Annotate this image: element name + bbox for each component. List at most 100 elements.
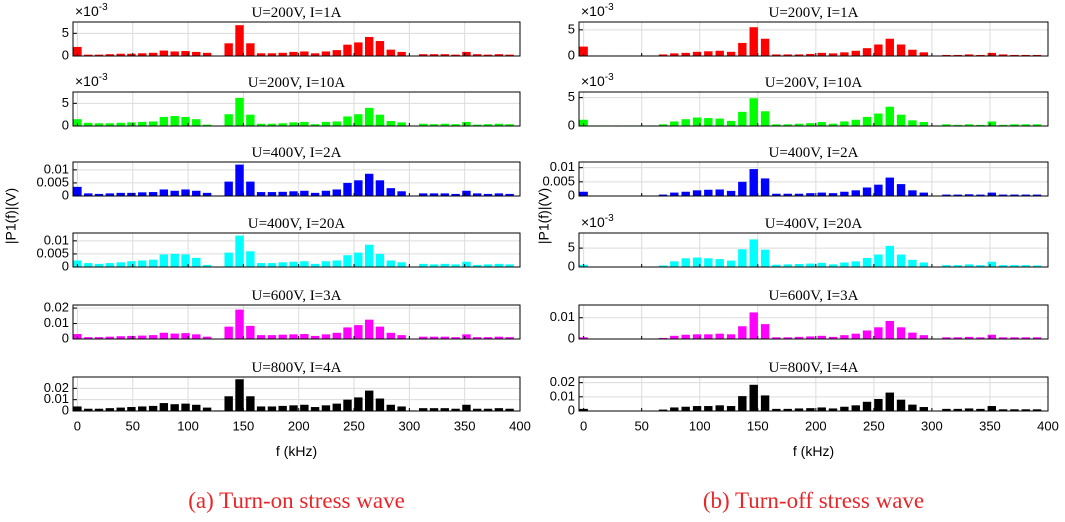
bar: [715, 50, 724, 56]
panel-title: U=200V, I=10A: [765, 75, 863, 91]
bar: [192, 404, 201, 411]
bar: [181, 403, 190, 411]
bar: [386, 188, 395, 196]
bar: [862, 116, 872, 126]
bar: [840, 121, 849, 126]
bar: [749, 239, 758, 267]
bar: [942, 408, 951, 411]
bar: [749, 312, 758, 339]
y-tick-label: 0: [62, 402, 69, 417]
bar: [235, 379, 244, 411]
bar: [343, 399, 352, 411]
bar: [692, 117, 702, 126]
bar: [462, 261, 471, 267]
bar: [181, 189, 190, 196]
bar: [840, 262, 849, 267]
bar: [332, 121, 341, 126]
bar: [181, 254, 190, 267]
multiplier-exponent: -3: [605, 2, 614, 13]
bar: [976, 408, 985, 411]
bar: [451, 337, 460, 339]
bar: [976, 337, 985, 339]
bar: [300, 404, 309, 411]
bar: [375, 41, 385, 56]
bar: [440, 123, 449, 126]
bar: [976, 124, 985, 126]
bar: [375, 398, 385, 411]
bar: [192, 334, 201, 339]
bar: [1032, 265, 1042, 267]
bar: [235, 309, 244, 339]
bar: [896, 114, 906, 126]
bar: [354, 252, 363, 267]
bar: [851, 190, 860, 196]
bar: [159, 116, 169, 126]
bar: [760, 249, 770, 267]
bar: [300, 261, 309, 267]
multiplier-exponent: -3: [99, 72, 108, 83]
bar: [874, 184, 883, 196]
bar: [246, 43, 255, 56]
bar: [364, 319, 374, 339]
x-axis-label: f (kHz): [793, 443, 834, 459]
bar: [397, 406, 406, 411]
x-tick-label: 200: [288, 418, 310, 433]
bar: [681, 258, 690, 267]
bar: [451, 264, 460, 267]
bar: [851, 261, 860, 267]
axes-box: [578, 304, 1049, 340]
bar: [1021, 337, 1031, 339]
y-tick-label: 0: [568, 47, 575, 62]
bar: [451, 54, 460, 56]
y-tick-label: 0.005: [36, 174, 69, 189]
bar: [964, 264, 974, 267]
multiplier-base: ×10: [75, 3, 99, 19]
bar: [148, 259, 158, 267]
bar: [354, 325, 363, 339]
axes-box: [578, 376, 1049, 412]
bar: [105, 263, 115, 267]
bar: [202, 407, 212, 411]
bar: [976, 265, 985, 267]
bar: [715, 189, 724, 196]
bar: [726, 120, 736, 126]
bar: [783, 408, 792, 411]
bar: [670, 121, 679, 126]
bar: [658, 337, 668, 339]
bar: [310, 124, 320, 126]
bar: [116, 192, 125, 196]
bar: [692, 406, 702, 411]
multiplier-base: ×10: [581, 73, 605, 89]
bar: [440, 336, 449, 339]
bar: [1010, 409, 1019, 411]
bar: [1032, 337, 1042, 339]
bar: [278, 52, 287, 56]
bar: [862, 257, 872, 267]
bar: [953, 337, 962, 339]
y-axis-label: |P1(f)|(V): [536, 188, 552, 244]
bar: [483, 408, 493, 411]
bar: [451, 193, 460, 196]
bar: [364, 390, 374, 411]
bar: [896, 327, 906, 339]
bar: [874, 113, 883, 126]
y-tick-label: 0: [62, 117, 69, 132]
x-tick-label: 0: [580, 418, 587, 433]
bar: [127, 192, 136, 196]
bar: [494, 193, 504, 196]
bar: [94, 123, 104, 126]
bar: [749, 384, 758, 411]
bar: [772, 264, 781, 267]
bar: [224, 43, 233, 56]
bar: [828, 264, 838, 267]
bar: [885, 177, 894, 196]
bar: [192, 190, 201, 196]
bar: [310, 192, 320, 196]
bar: [138, 335, 147, 339]
bar: [760, 178, 770, 196]
bar: [472, 264, 482, 267]
bar: [73, 186, 82, 196]
bar: [202, 192, 212, 196]
y-tick-label: 5: [568, 240, 575, 255]
bar: [256, 406, 266, 411]
